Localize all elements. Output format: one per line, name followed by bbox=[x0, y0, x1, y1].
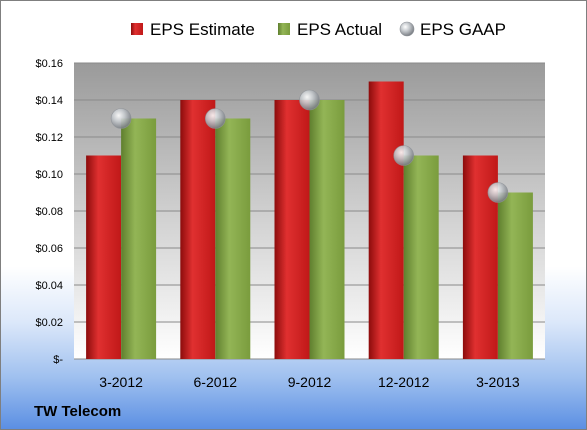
x-axis-ticks: 3-2012 6-2012 9-2012 12-2012 3-2013 bbox=[99, 374, 520, 390]
estimate-bar bbox=[274, 100, 310, 359]
x-tick-label: 6-2012 bbox=[194, 374, 238, 390]
legend: EPS Estimate EPS Actual EPS GAAP bbox=[131, 20, 506, 39]
gaap-marker bbox=[393, 145, 415, 166]
legend-actual-swatch bbox=[278, 23, 290, 35]
x-tick-label: 3-2013 bbox=[476, 374, 520, 390]
gaap-marker bbox=[110, 108, 132, 129]
bars bbox=[86, 81, 533, 359]
legend-actual-label: EPS Actual bbox=[297, 20, 382, 39]
legend-estimate-label: EPS Estimate bbox=[150, 20, 255, 39]
estimate-bar bbox=[86, 155, 122, 359]
gaap-marker bbox=[205, 108, 226, 129]
y-tick-label: $- bbox=[53, 354, 63, 366]
actual-bar bbox=[497, 192, 533, 359]
y-tick-label: $0.08 bbox=[35, 206, 63, 218]
y-tick-label: $0.10 bbox=[35, 169, 63, 181]
actual-bar bbox=[403, 155, 439, 359]
estimate-bar bbox=[368, 81, 404, 359]
legend-gaap-swatch bbox=[399, 21, 415, 37]
y-axis-ticks: $- $0.02 $0.04 $0.06 $0.08 $0.10 $0.12 $0.14 $0.… bbox=[35, 58, 63, 366]
y-tick-label: $0.06 bbox=[35, 243, 63, 255]
y-tick-label: $0.14 bbox=[35, 95, 63, 107]
gaap-marker bbox=[487, 182, 509, 203]
actual-bar bbox=[121, 118, 157, 359]
company-name: TW Telecom bbox=[34, 403, 122, 420]
y-tick-label: $0.04 bbox=[35, 280, 63, 292]
legend-gaap-label: EPS GAAP bbox=[420, 20, 506, 39]
y-tick-label: $0.16 bbox=[35, 58, 63, 70]
legend-estimate-swatch bbox=[131, 23, 143, 35]
y-tick-label: $0.02 bbox=[35, 317, 63, 329]
x-tick-label: 12-2012 bbox=[378, 374, 430, 390]
actual-bar bbox=[309, 100, 345, 359]
gaap-markers bbox=[110, 89, 509, 203]
y-tick-label: $0.12 bbox=[35, 132, 63, 144]
actual-bar bbox=[215, 118, 251, 359]
gaap-marker bbox=[299, 89, 320, 111]
x-tick-label: 9-2012 bbox=[288, 374, 332, 390]
estimate-bar bbox=[180, 100, 216, 359]
x-tick-label: 3-2012 bbox=[99, 374, 143, 390]
